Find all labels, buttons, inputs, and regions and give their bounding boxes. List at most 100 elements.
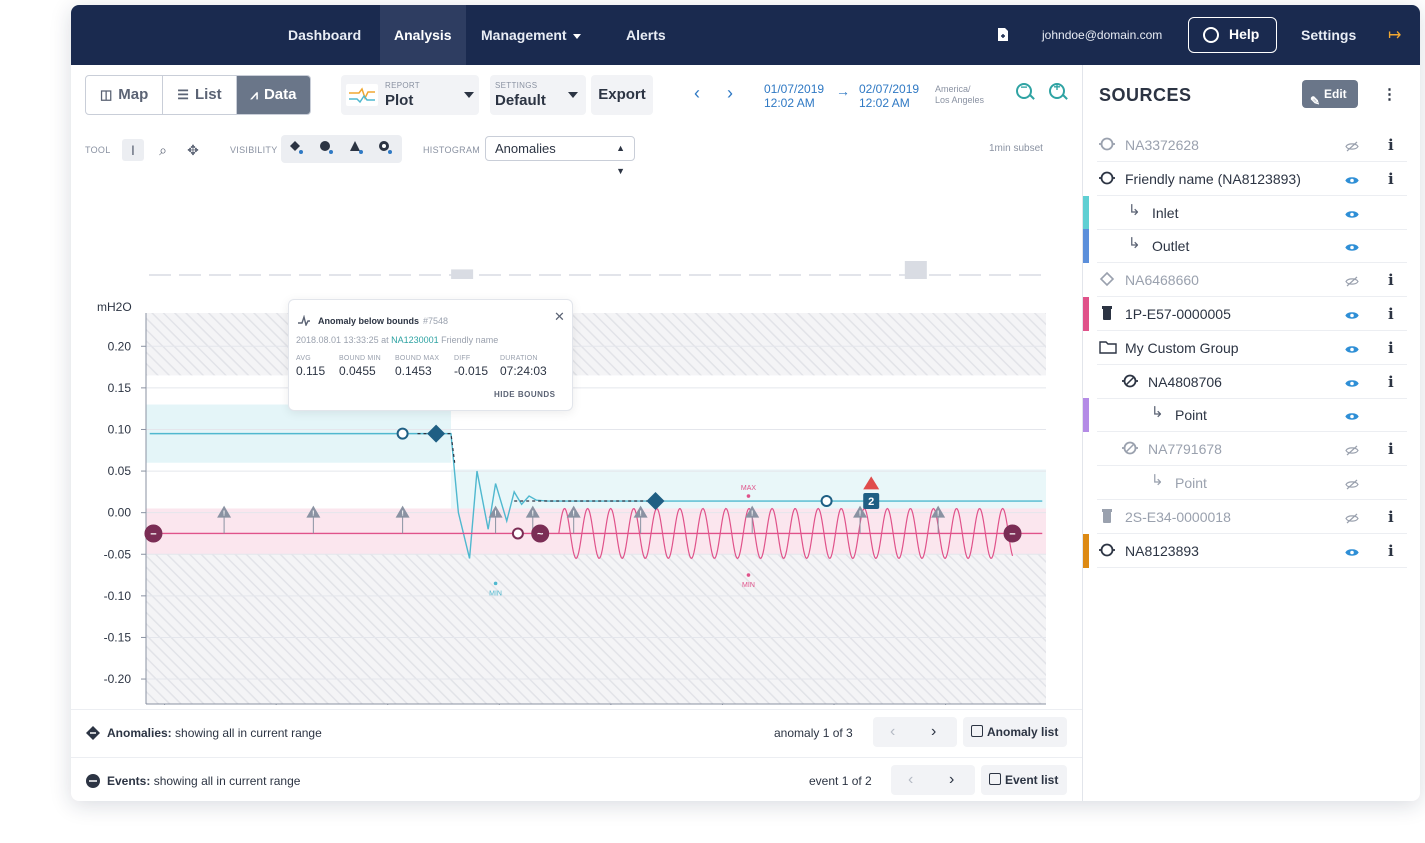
event-circle-icon[interactable] [319, 140, 333, 154]
event-triangle-icon[interactable] [931, 505, 946, 518]
histogram-select[interactable]: Anomalies ▲ ▼ [485, 136, 635, 176]
logout-icon[interactable]: ↦ [1388, 27, 1402, 44]
help-button[interactable]: Help [1188, 17, 1277, 53]
pan-tool-icon[interactable]: ✥ [187, 142, 199, 158]
event-circle-icon[interactable] [531, 524, 550, 543]
event-triangle-icon[interactable] [566, 505, 581, 518]
tooltip-bound-min: BOUND MIN 0.0455 [339, 355, 381, 378]
prev-icon[interactable]: ‹ [890, 723, 896, 740]
point-circle-icon[interactable] [396, 427, 409, 440]
y-axis-label: mH2O [97, 300, 132, 314]
source-row[interactable]: NA4808706 i [1083, 365, 1420, 399]
edit-button[interactable]: ✎ Edit [1302, 80, 1358, 108]
report-select[interactable]: REPORT Plot [341, 75, 479, 115]
eye-icon[interactable] [1345, 342, 1359, 353]
source-row[interactable]: NA8123893 i [1083, 533, 1420, 568]
tooltip-source[interactable]: NA1230001 [391, 335, 439, 345]
user-email[interactable]: johndoe@domain.com [1042, 28, 1163, 42]
event-triangle-icon[interactable] [633, 505, 648, 518]
nav-settings[interactable]: Settings [1301, 27, 1357, 43]
note-circle-icon[interactable] [378, 140, 392, 154]
eye-icon[interactable] [1345, 173, 1359, 184]
point-circle-icon[interactable] [820, 495, 833, 508]
info-icon[interactable]: i [1388, 372, 1394, 391]
event-triangle-icon[interactable] [853, 505, 868, 518]
nav-dashboard[interactable]: Dashboard [288, 27, 362, 43]
zoom-out-icon[interactable] [1016, 83, 1032, 99]
source-row[interactable]: 1P-E57-0000005 i [1083, 297, 1420, 331]
source-row[interactable]: NA6468660 i [1083, 263, 1420, 298]
view-map-button[interactable]: ◫ Map [86, 76, 164, 114]
eye-icon[interactable] [1345, 207, 1359, 218]
view-data-button[interactable]: ⩘ Data [236, 76, 311, 114]
nav-analysis[interactable]: Analysis [380, 5, 466, 65]
event-triangle-icon[interactable] [306, 505, 321, 518]
event-triangle-icon[interactable] [745, 505, 760, 518]
source-row[interactable]: Friendly name (NA8123893) i [1083, 162, 1420, 196]
info-icon[interactable]: i [1388, 440, 1394, 459]
anomaly-list-button[interactable]: Anomaly list [963, 717, 1067, 747]
eye-icon[interactable] [1345, 308, 1359, 319]
source-row[interactable]: ↳ Point [1083, 466, 1420, 500]
event-circle-icon[interactable] [144, 524, 163, 543]
event-triangle-icon[interactable] [525, 505, 540, 518]
export-button[interactable]: Export [591, 75, 653, 115]
prev-range-icon[interactable]: ‹ [694, 83, 700, 103]
event-list-button[interactable]: Event list [981, 765, 1067, 795]
nav-alerts[interactable]: Alerts [626, 27, 666, 43]
info-icon[interactable]: i [1388, 507, 1394, 526]
anomaly-diamond-icon[interactable] [289, 140, 303, 154]
more-options-icon[interactable]: ⋮ [1382, 86, 1397, 103]
nav-management[interactable]: Management [481, 5, 581, 65]
event-circle-icon[interactable] [511, 527, 524, 540]
event-triangle-icon[interactable] [488, 505, 503, 518]
source-row[interactable]: 2S-E34-0000018 i [1083, 500, 1420, 534]
alert-triangle-icon[interactable] [349, 140, 363, 154]
next-icon[interactable]: › [931, 723, 937, 740]
source-row[interactable]: ↳ Outlet [1083, 229, 1420, 264]
source-row[interactable]: ↳ Inlet [1083, 195, 1420, 230]
eye-off-icon[interactable] [1345, 274, 1359, 287]
date-to[interactable]: 02/07/2019 12:02 AM [859, 82, 919, 110]
source-row[interactable]: ↳ Point [1083, 398, 1420, 433]
anomaly-diamond-icon[interactable] [646, 492, 665, 511]
source-row[interactable]: My Custom Group i [1083, 331, 1420, 365]
zoom-in-icon[interactable] [1049, 83, 1065, 99]
date-from[interactable]: 01/07/2019 12:02 AM [764, 82, 824, 110]
eye-icon[interactable] [1345, 240, 1359, 252]
document-icon[interactable] [997, 27, 1009, 42]
info-icon[interactable]: i [1388, 305, 1394, 323]
plot-chart[interactable]: !!!!!!!!! ! − ~ − 2 0.20 0.15 0.10 0.05 0.00 -0.05… [71, 165, 1082, 705]
eye-off-icon[interactable] [1345, 443, 1359, 456]
event-circle-icon[interactable] [1003, 524, 1022, 543]
info-icon[interactable]: i [1388, 271, 1394, 290]
view-list-button[interactable]: ☰ List [163, 76, 237, 114]
event-triangle-icon[interactable] [395, 505, 410, 518]
next-icon[interactable]: › [949, 771, 955, 788]
zoom-tool-icon[interactable]: ⌕ [159, 142, 167, 158]
eye-icon[interactable] [1345, 545, 1359, 556]
info-icon[interactable]: i [1388, 136, 1394, 154]
hide-bounds-button[interactable]: HIDE BOUNDS [494, 390, 556, 399]
annotation-dot [493, 581, 498, 586]
info-icon[interactable]: i [1388, 338, 1394, 357]
close-icon[interactable]: ✕ [554, 309, 565, 324]
info-icon[interactable]: i [1388, 169, 1394, 188]
event-triangle-icon[interactable] [217, 505, 232, 518]
cursor-tool-icon[interactable]: I [122, 139, 144, 161]
eye-icon[interactable] [1345, 409, 1359, 421]
eye-icon[interactable] [1345, 376, 1359, 387]
alert-triangle-icon[interactable] [863, 476, 880, 490]
anomaly-diamond-icon[interactable] [427, 424, 446, 443]
source-row[interactable]: NA3372628 i [1083, 128, 1420, 162]
next-range-icon[interactable]: › [727, 83, 733, 103]
alert-count-badge[interactable] [863, 493, 880, 510]
eye-off-icon[interactable] [1345, 477, 1359, 490]
prev-icon[interactable]: ‹ [908, 771, 914, 788]
timezone[interactable]: America/ Los Angeles [935, 84, 984, 106]
settings-select[interactable]: SETTINGS Default [490, 75, 586, 115]
info-icon[interactable]: i [1388, 541, 1394, 560]
source-row[interactable]: NA7791678 i [1083, 432, 1420, 467]
eye-off-icon[interactable] [1345, 139, 1359, 152]
eye-off-icon[interactable] [1345, 511, 1359, 524]
